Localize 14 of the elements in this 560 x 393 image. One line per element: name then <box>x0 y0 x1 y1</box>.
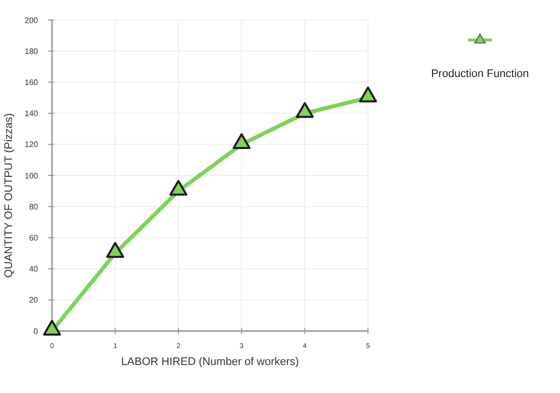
y-tick-label: 140 <box>24 109 39 118</box>
y-tick-label: 200 <box>24 16 39 25</box>
y-tick-label: 0 <box>34 326 39 336</box>
y-tick-label: 80 <box>29 202 39 212</box>
y-tick-label: 120 <box>24 140 39 150</box>
y-axis-title: QUANTITY OF OUTPUT (Pizzas) <box>3 113 15 278</box>
y-tick-label: 20 <box>29 296 39 305</box>
y-tick-label: 160 <box>24 78 39 87</box>
x-axis-title: LABOR HIRED (Number of workers) <box>121 356 299 368</box>
y-tick-label: 40 <box>29 264 39 274</box>
y-tick-label: 100 <box>24 171 39 180</box>
y-tick-label: 60 <box>29 234 39 242</box>
y-tick-label: 180 <box>24 46 39 56</box>
text: Production Function <box>431 68 529 80</box>
